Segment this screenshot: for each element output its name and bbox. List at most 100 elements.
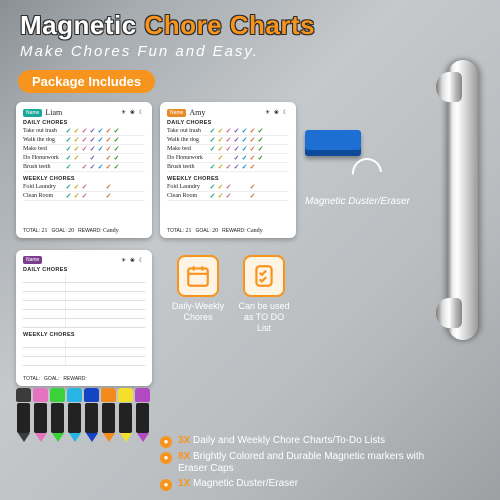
check-mark: ✓ — [233, 155, 240, 162]
marker-body — [68, 403, 81, 433]
check-mark: ✓ — [89, 128, 96, 135]
blank-row — [23, 301, 145, 310]
weekly-label: WEEKLY CHORES — [23, 332, 145, 338]
weekly-label: WEEKLY CHORES — [167, 176, 289, 182]
check-mark: ✓ — [81, 137, 88, 144]
bullet-dot-icon: ● — [160, 436, 172, 448]
name-tag: Name — [23, 256, 42, 264]
check-mark: ✓ — [105, 164, 112, 171]
child-name: Liam — [45, 108, 62, 117]
calendar-icon — [177, 255, 219, 297]
check-mark: ✓ — [105, 128, 112, 135]
check-mark: ✓ — [233, 146, 240, 153]
package-bullet: ● 3X Daily and Weekly Chore Charts/To-Do… — [160, 435, 440, 448]
decoration: ☀︎ ❀ ☾ — [265, 109, 289, 116]
chore-item: Walk the dog — [23, 137, 65, 143]
marker-tip — [18, 433, 30, 442]
check-mark: ✓ — [217, 128, 224, 135]
check-mark: ✓ — [217, 155, 224, 162]
check-mark: ✓ — [225, 146, 232, 153]
check-mark: ✓ — [257, 128, 264, 135]
decoration: ☀︎ ❀ ☾ — [121, 109, 145, 116]
magnetic-eraser — [305, 130, 361, 156]
chore-item: Clean Room — [23, 193, 65, 199]
check-mark: ✓ — [249, 146, 256, 153]
check-mark: ✓ — [249, 164, 256, 171]
chore-chart-amy: Name Amy ☀︎ ❀ ☾ DAILY CHORESTake out tra… — [160, 102, 296, 238]
chore-item: Clean Room — [167, 193, 209, 199]
check-mark: ✓ — [249, 137, 256, 144]
marker-cap — [33, 388, 48, 402]
marker-body — [17, 403, 30, 433]
check-mark: ✓ — [113, 137, 120, 144]
marker-cap — [135, 388, 150, 402]
bullet-dot-icon: ● — [160, 479, 172, 491]
marker-pen — [16, 388, 31, 442]
marker-pen — [50, 388, 65, 442]
marker-body — [102, 403, 115, 433]
check-mark: ✓ — [217, 146, 224, 153]
check-mark: ✓ — [113, 128, 120, 135]
chore-item: Take out trash — [167, 128, 209, 134]
check-mark: ✓ — [241, 164, 248, 171]
check-mark: ✓ — [241, 128, 248, 135]
chart-footer: TOTAL: 21 GOAL: 20 REWARD: Candy — [167, 228, 289, 234]
marker-tip — [137, 433, 149, 442]
check-mark — [81, 155, 88, 162]
marker-pen — [135, 388, 150, 442]
check-mark: ✓ — [65, 137, 72, 144]
marker-pen — [33, 388, 48, 442]
chore-item: Take out trash — [23, 128, 65, 134]
fridge-handle — [448, 60, 478, 340]
check-mark: ✓ — [65, 146, 72, 153]
check-mark: ✓ — [73, 155, 80, 162]
main-title: Magnetic Chore Charts — [20, 10, 480, 41]
check-mark: ✓ — [225, 164, 232, 171]
feature-icon-box: Can be used as TO DO List — [236, 255, 292, 334]
check-mark: ✓ — [257, 137, 264, 144]
blank-row — [23, 339, 145, 348]
blank-row — [23, 283, 145, 292]
check-mark: ✓ — [113, 155, 120, 162]
bullet-text: 8X Brightly Colored and Durable Magnetic… — [178, 451, 440, 475]
marker-body — [34, 403, 47, 433]
marker-pen — [67, 388, 82, 442]
check-mark: ✓ — [65, 128, 72, 135]
chore-chart-blank: Name ☀︎ ❀ ☾ DAILY CHORESWEEKLY CHORES TO… — [16, 250, 152, 386]
feature-icon-box: Daily-Weekly Chores — [170, 255, 226, 334]
check-mark: ✓ — [73, 137, 80, 144]
check-mark: ✓ — [209, 128, 216, 135]
package-bullet: ● 8X Brightly Colored and Durable Magnet… — [160, 451, 440, 475]
check-mark: ✓ — [97, 164, 104, 171]
marker-set — [16, 388, 150, 442]
decoration: ☀︎ ❀ ☾ — [121, 257, 145, 264]
check-mark: ✓ — [233, 137, 240, 144]
blank-row — [23, 310, 145, 319]
chart-footer: TOTAL:GOAL:REWARD: — [23, 376, 145, 382]
chore-item: Make bed — [167, 146, 209, 152]
name-tag: Name — [23, 109, 42, 117]
check-mark — [73, 164, 80, 171]
check-mark: ✓ — [97, 146, 104, 153]
name-tag: Name — [167, 109, 186, 117]
chore-chart-liam: Name Liam ☀︎ ❀ ☾ DAILY CHORESTake out tr… — [16, 102, 152, 238]
chore-item: Brush teeth — [23, 164, 65, 170]
check-mark: ✓ — [73, 128, 80, 135]
bullet-dot-icon: ● — [160, 452, 172, 464]
daily-label: DAILY CHORES — [167, 120, 289, 126]
check-mark: ✓ — [105, 155, 112, 162]
check-mark: ✓ — [105, 137, 112, 144]
marker-body — [85, 403, 98, 433]
check-mark: ✓ — [65, 164, 72, 171]
bullet-text: 3X Daily and Weekly Chore Charts/To-Do L… — [178, 435, 385, 447]
check-mark: ✓ — [105, 146, 112, 153]
blank-row — [23, 348, 145, 357]
marker-tip — [35, 433, 47, 442]
check-mark: ✓ — [241, 146, 248, 153]
marker-tip — [86, 433, 98, 442]
check-mark: ✓ — [249, 128, 256, 135]
package-includes-tag: Package Includes — [18, 70, 155, 93]
blank-row — [23, 357, 145, 366]
chart-footer: TOTAL: 21 GOAL: 20 REWARD: Candy — [23, 228, 145, 234]
package-bullet: ● 1X Magnetic Duster/Eraser — [160, 478, 440, 491]
